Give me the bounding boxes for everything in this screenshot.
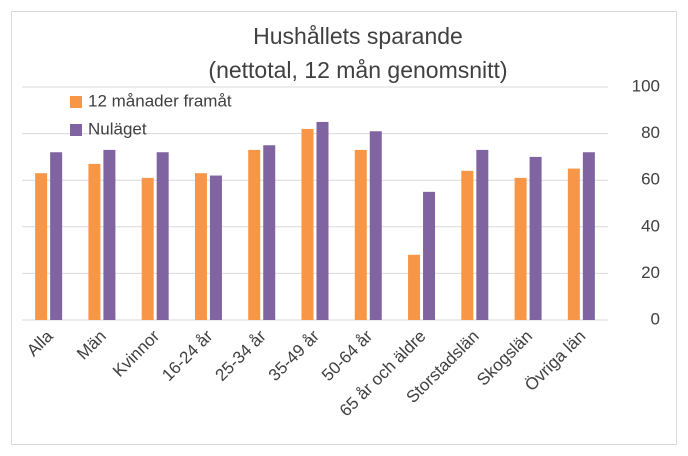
bar — [141, 177, 154, 320]
bar — [408, 254, 421, 320]
chart-title: Hushållets sparande — [253, 23, 463, 49]
chart-subtitle: (nettotal, 12 mån genomsnitt) — [208, 57, 507, 83]
bar — [209, 175, 222, 320]
y-tick-label: 80 — [641, 123, 660, 142]
chart-border — [11, 11, 677, 445]
bar — [423, 191, 436, 320]
bar — [50, 152, 63, 320]
legend-label: Nuläget — [88, 119, 147, 138]
y-tick-label: 40 — [641, 216, 660, 235]
y-tick-label: 100 — [632, 76, 660, 95]
bar — [582, 152, 595, 320]
bar — [369, 131, 382, 320]
y-tick-label: 0 — [651, 309, 660, 328]
bar — [461, 170, 474, 320]
y-tick-label: 20 — [641, 263, 660, 282]
bar — [248, 149, 261, 320]
bar — [194, 173, 207, 320]
bar — [476, 149, 489, 320]
bar — [156, 152, 169, 320]
bar — [103, 149, 116, 320]
bar — [529, 156, 542, 320]
bar — [316, 121, 329, 320]
bar — [301, 128, 314, 320]
y-tick-label: 60 — [641, 170, 660, 189]
bar — [88, 163, 101, 320]
bar — [263, 145, 276, 320]
bar — [35, 173, 48, 320]
bar — [514, 177, 527, 320]
bar — [567, 168, 580, 320]
legend-swatch — [70, 124, 82, 136]
legend-label: 12 månader framåt — [88, 91, 232, 110]
legend-swatch — [70, 96, 82, 108]
bar — [354, 149, 367, 320]
